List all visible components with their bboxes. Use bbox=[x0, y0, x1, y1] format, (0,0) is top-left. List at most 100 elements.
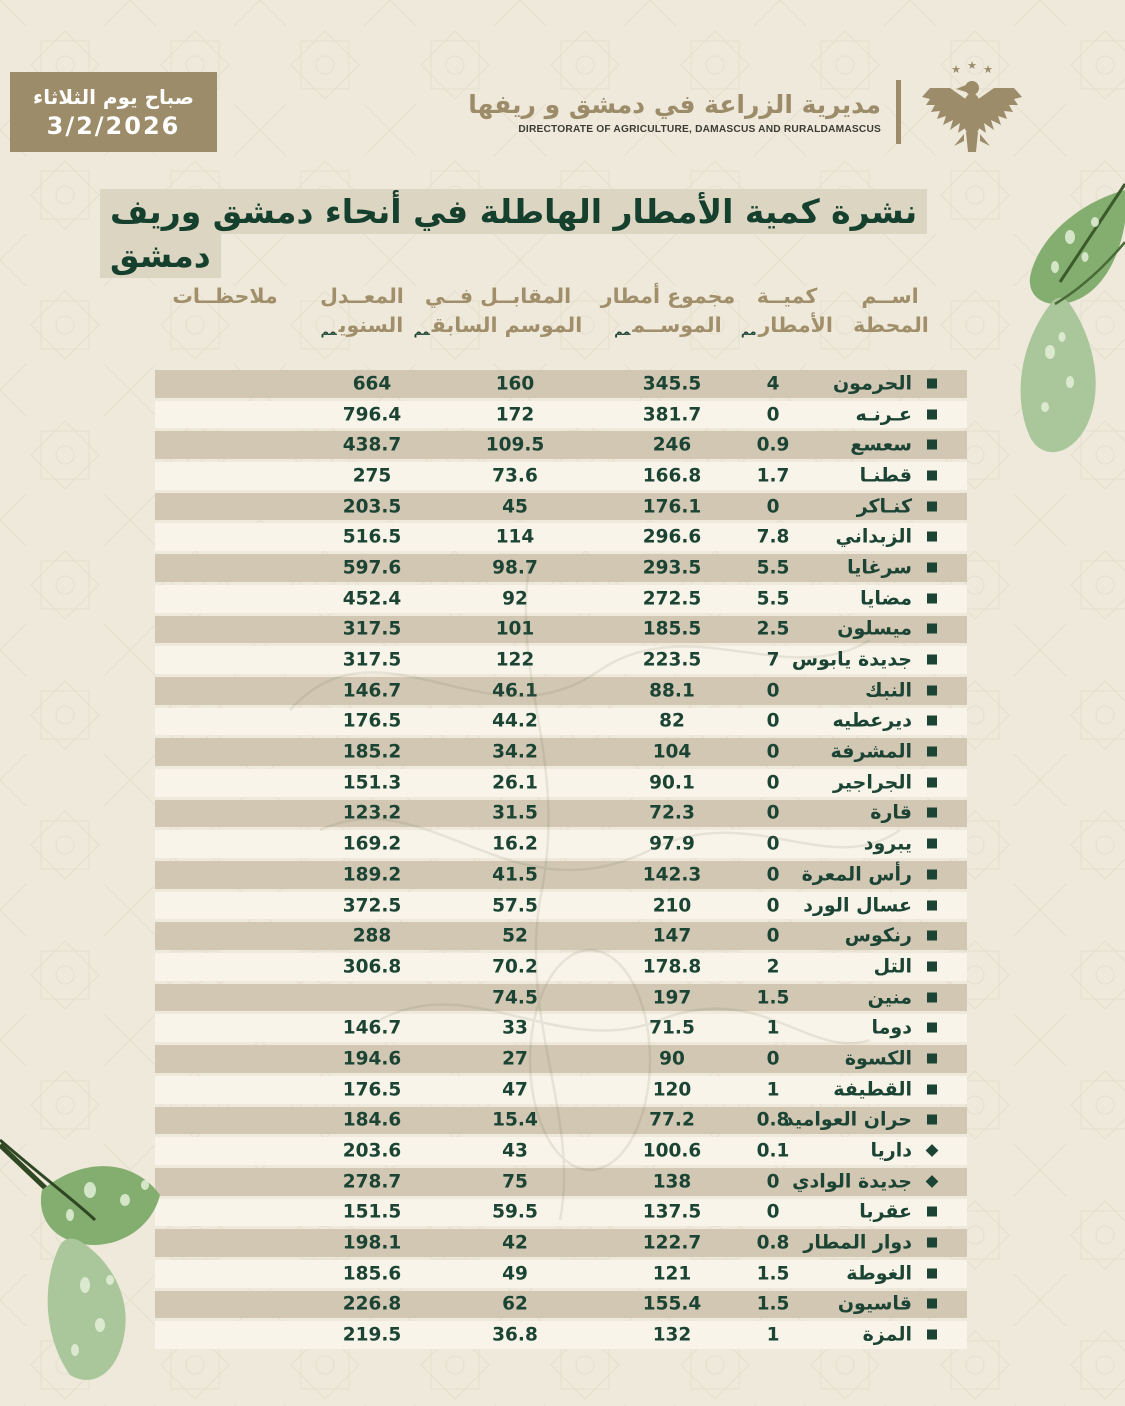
station-bullet-icon bbox=[925, 1144, 939, 1157]
annual-average-value: 146.7 bbox=[342, 1017, 402, 1039]
table-row: يبرود 0 97.9 16.2 169.2 bbox=[155, 830, 967, 858]
rain-amount-value: 0 bbox=[766, 1201, 780, 1223]
station-name: سعسع bbox=[850, 433, 912, 456]
table-row: قطنـا 1.7 166.8 73.6 275 bbox=[155, 462, 967, 490]
station-bullet-icon bbox=[927, 777, 938, 788]
table-row: القطيفة 1 120 47 176.5 bbox=[155, 1075, 967, 1104]
station-bullet-icon bbox=[927, 439, 938, 451]
annual-average-value: 198.1 bbox=[342, 1232, 402, 1254]
date-badge-date: 3/2/2026 bbox=[46, 111, 181, 140]
rain-amount-value: 2 bbox=[766, 956, 780, 978]
table-row: رنكوس 0 147 52 288 bbox=[155, 922, 967, 951]
station-name: القطيفة bbox=[833, 1078, 912, 1101]
rain-amount-value: 1 bbox=[766, 1079, 780, 1101]
station-bullet-icon bbox=[927, 715, 938, 727]
previous-season-value: 44.2 bbox=[492, 710, 538, 732]
rain-amount-value: 0 bbox=[766, 496, 780, 518]
station-name: يبرود bbox=[863, 832, 912, 855]
station-bullet-icon bbox=[927, 1298, 938, 1310]
season-total-value: 185.5 bbox=[642, 618, 702, 640]
previous-season-value: 92 bbox=[502, 588, 528, 610]
previous-season-value: 75 bbox=[502, 1171, 528, 1193]
season-total-value: 293.5 bbox=[642, 557, 702, 579]
station-bullet-icon bbox=[927, 900, 938, 911]
station-bullet-icon bbox=[927, 470, 938, 481]
annual-average-value: 288 bbox=[352, 925, 392, 947]
station-name: التل bbox=[873, 955, 912, 978]
column-header-rain-amount: كميــة الأمطارمم bbox=[741, 284, 833, 339]
station-bullet-icon bbox=[927, 409, 938, 420]
station-bullet-icon bbox=[927, 378, 938, 389]
season-total-value: 100.6 bbox=[642, 1140, 702, 1162]
table-row: عسال الورد 0 210 57.5 372.5 bbox=[155, 891, 967, 920]
star-icon: ★ bbox=[951, 63, 961, 76]
station-name: الكسوة bbox=[844, 1047, 912, 1070]
season-total-value: 122.7 bbox=[642, 1232, 702, 1254]
season-total-value: 82 bbox=[659, 710, 685, 732]
rain-amount-value: 0 bbox=[766, 833, 780, 855]
station-bullet-icon bbox=[927, 838, 938, 850]
annual-average-value: 438.7 bbox=[342, 434, 402, 456]
season-total-value: 296.6 bbox=[642, 526, 702, 548]
organization-header: مديرية الزراعة في دمشق و ريفها DIRECTORA… bbox=[468, 60, 1032, 164]
previous-season-value: 27 bbox=[502, 1048, 528, 1070]
season-total-value: 90 bbox=[659, 1048, 685, 1070]
station-name: داريا bbox=[870, 1139, 912, 1162]
star-icon: ★ bbox=[967, 60, 977, 72]
rain-amount-value: 0.8 bbox=[756, 1109, 790, 1131]
page-title: نشرة كمية الأمطار الهاطلة في أنحاء دمشق … bbox=[100, 189, 1038, 278]
station-name: رنكوس bbox=[844, 924, 912, 947]
season-total-value: 137.5 bbox=[642, 1201, 702, 1223]
rain-amount-value: 5.5 bbox=[756, 588, 790, 610]
season-total-value: 77.2 bbox=[649, 1109, 695, 1131]
previous-season-value: 172 bbox=[495, 404, 535, 426]
station-name: قطنـا bbox=[859, 464, 912, 487]
column-header-annual-average: المعــدل السنويمم bbox=[320, 284, 404, 339]
station-bullet-icon bbox=[927, 593, 938, 604]
annual-average-value: 176.5 bbox=[342, 710, 402, 732]
annual-average-value: 664 bbox=[352, 373, 392, 395]
eagle-logo-icon: ★ ★ ★ bbox=[922, 60, 1022, 152]
rain-amount-value: 0 bbox=[766, 772, 780, 794]
season-total-value: 138 bbox=[652, 1171, 692, 1193]
date-badge: صباح يوم الثلاثاء 3/2/2026 bbox=[10, 72, 217, 152]
previous-season-value: 47 bbox=[502, 1079, 528, 1101]
station-bullet-icon bbox=[927, 531, 938, 543]
table-header: اســم المحطة كميــة الأمطارمم مجموع أمطا… bbox=[155, 282, 967, 352]
table-row: الحرمون 4 345.5 160 664 bbox=[155, 370, 967, 398]
station-name: ميسلون bbox=[837, 617, 912, 640]
station-bullet-icon bbox=[927, 961, 938, 972]
season-total-value: 272.5 bbox=[642, 588, 702, 610]
station-bullet-icon bbox=[927, 1329, 938, 1341]
table-row: المزة 1 132 36.8 219.5 bbox=[155, 1321, 967, 1349]
season-total-value: 142.3 bbox=[642, 864, 702, 886]
rain-amount-value: 0 bbox=[766, 802, 780, 824]
table-row: التل 2 178.8 70.2 306.8 bbox=[155, 953, 967, 981]
previous-season-value: 45 bbox=[502, 496, 528, 518]
station-name: كنـاكر bbox=[856, 495, 912, 518]
rain-amount-value: 2.5 bbox=[756, 618, 790, 640]
table-row: عـرنـه 0 381.7 172 796.4 bbox=[155, 400, 967, 429]
rain-amount-value: 1 bbox=[766, 1017, 780, 1039]
station-bullet-icon bbox=[927, 1237, 938, 1249]
station-name: عقربا bbox=[859, 1200, 912, 1223]
annual-average-value: 185.6 bbox=[342, 1263, 402, 1285]
station-bullet-icon bbox=[925, 1174, 939, 1188]
table-rows: الحرمون 4 345.5 160 664 عـرنـه 0 381.7 1… bbox=[155, 370, 967, 1352]
table-row: رأس المعرة 0 142.3 41.5 189.2 bbox=[155, 861, 967, 889]
previous-season-value: 49 bbox=[502, 1263, 528, 1285]
station-bullet-icon bbox=[927, 562, 938, 573]
date-badge-day: صباح يوم الثلاثاء bbox=[32, 84, 194, 109]
leaf-decoration-left bbox=[0, 1138, 160, 1380]
previous-season-value: 16.2 bbox=[492, 833, 538, 855]
annual-average-value: 516.5 bbox=[342, 526, 402, 548]
annual-average-value: 317.5 bbox=[342, 618, 402, 640]
rain-amount-value: 0 bbox=[766, 680, 780, 702]
station-bullet-icon bbox=[927, 1268, 938, 1279]
previous-season-value: 34.2 bbox=[492, 741, 538, 763]
previous-season-value: 15.4 bbox=[492, 1109, 538, 1131]
column-header-previous-season: المقابــل فــي الموسم السابقمم bbox=[413, 284, 583, 339]
season-total-value: 132 bbox=[652, 1324, 692, 1346]
season-total-value: 88.1 bbox=[649, 680, 695, 702]
season-total-value: 166.8 bbox=[642, 465, 702, 487]
